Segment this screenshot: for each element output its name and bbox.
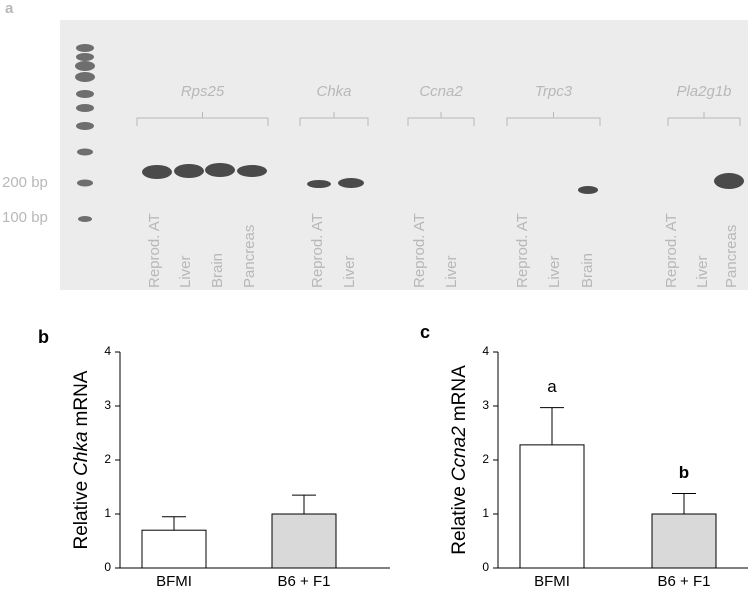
panel-label: b — [38, 327, 49, 347]
lane-label: Liver — [694, 255, 711, 288]
y-tick-label: 2 — [482, 452, 489, 466]
bracket — [667, 112, 741, 126]
gene-label: Chka — [316, 83, 351, 100]
annotation: a — [547, 377, 557, 396]
bracket — [136, 112, 269, 126]
lane-label: Liver — [546, 255, 563, 288]
lane-label: Reprod. AT — [411, 213, 428, 288]
x-tick-label: B6 + F1 — [278, 573, 331, 590]
lane-label: Reprod. AT — [514, 213, 531, 288]
y-axis-label-part: Ccna2 — [449, 426, 470, 481]
bar — [271, 513, 337, 569]
y-tick-label: 0 — [482, 560, 489, 574]
y-tick-label: 4 — [482, 344, 489, 358]
gel-image — [60, 20, 748, 290]
gene-label: Rps25 — [181, 83, 225, 100]
x-tick-label: BFMI — [534, 573, 570, 590]
bar — [141, 529, 207, 569]
bracket — [299, 112, 369, 126]
y-axis-label-part: Relative — [449, 486, 470, 555]
marker-label: 100 bp — [2, 209, 48, 226]
lane-label: Liver — [341, 255, 358, 288]
annotation: b — [679, 463, 689, 482]
lane-label: Reprod. AT — [146, 213, 163, 288]
bar — [651, 513, 717, 569]
lane-label: Reprod. AT — [663, 213, 680, 288]
bands — [142, 163, 744, 194]
y-tick-label: 0 — [104, 560, 111, 574]
bracket — [506, 112, 601, 126]
lane-label: Brain — [579, 253, 596, 288]
lane-label: Liver — [443, 255, 460, 288]
y-axis-label-part: mRNA — [449, 365, 470, 421]
bracket — [407, 112, 475, 126]
lane-label: Reprod. AT — [309, 213, 326, 288]
y-axis-label-part: Chka — [71, 431, 92, 475]
x-tick-label: BFMI — [156, 573, 192, 590]
y-tick-label: 1 — [482, 506, 489, 520]
bar — [519, 444, 585, 569]
y-axis-label: Relative Chka mRNA — [71, 370, 92, 549]
y-axis-label: Relative Ccna2 mRNA — [449, 365, 470, 555]
lane-label: Brain — [209, 253, 226, 288]
lane-label: Pancreas — [241, 225, 258, 288]
y-axis-label-part: Relative — [71, 481, 92, 550]
ladder — [75, 44, 95, 222]
lane-label: Pancreas — [723, 225, 740, 288]
gene-label: Ccna2 — [419, 83, 463, 100]
panel-label: c — [420, 322, 430, 342]
y-tick-label: 2 — [104, 452, 111, 466]
y-tick-label: 3 — [104, 398, 111, 412]
y-tick-label: 1 — [104, 506, 111, 520]
x-tick-label: B6 + F1 — [658, 573, 711, 590]
y-tick-label: 3 — [482, 398, 489, 412]
gel-panel: a 200 bp 100 bp Rps25 Reprod. AT Liver Brain P… — [2, 0, 748, 290]
y-tick-label: 4 — [104, 344, 111, 358]
gene-label: Trpc3 — [535, 83, 573, 100]
lane-label: Liver — [177, 255, 194, 288]
gene-label: Pla2g1b — [676, 83, 731, 100]
y-axis-label-part: mRNA — [71, 370, 92, 426]
marker-label: 200 bp — [2, 174, 48, 191]
panel-label: a — [5, 0, 14, 17]
